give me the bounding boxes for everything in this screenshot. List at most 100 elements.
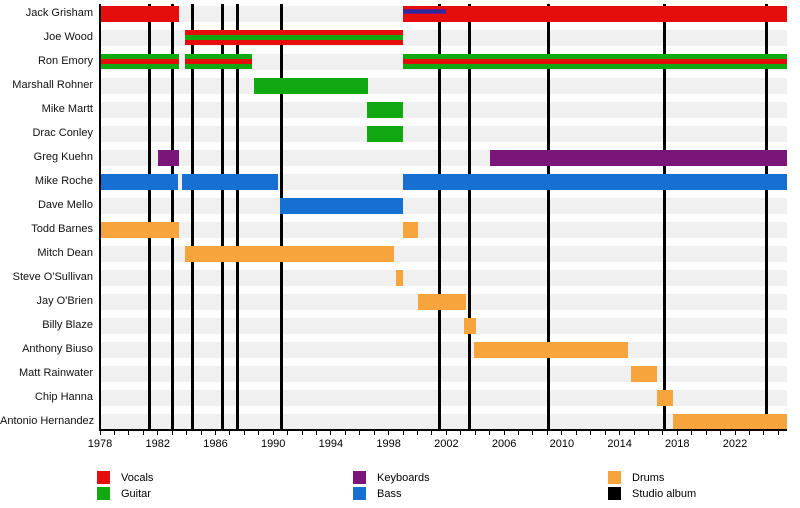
x-axis-tick — [431, 430, 433, 435]
role-stripe-vocals — [403, 58, 787, 65]
legend-item-album: Studio album — [608, 487, 696, 500]
role-stripe-drums — [631, 365, 658, 382]
x-axis-tick — [460, 430, 462, 435]
tenure-bar — [181, 173, 278, 190]
x-axis-tick — [344, 430, 346, 435]
tenure-bar — [100, 5, 180, 22]
role-stripe-drums — [403, 221, 418, 238]
x-axis-tick — [330, 430, 332, 435]
legend-item-guitar: Guitar — [97, 487, 151, 500]
studio-album-line — [765, 4, 769, 431]
tenure-bar — [367, 101, 404, 118]
tenure-bar — [100, 221, 180, 238]
row-track — [100, 197, 787, 214]
tenure-bar — [280, 197, 404, 214]
x-axis-tick — [388, 430, 390, 435]
x-axis-tick — [186, 430, 188, 435]
x-axis-tick — [590, 430, 592, 435]
member-label: Mike Martt — [41, 102, 93, 115]
legend-item-vocals: Vocals — [97, 471, 153, 484]
legend-label: Vocals — [121, 471, 154, 484]
x-axis-label: 2018 — [665, 438, 690, 450]
role-stripe-drums — [463, 317, 476, 334]
role-stripe-bass — [280, 197, 404, 214]
role-stripe-drums — [473, 341, 629, 358]
x-axis-label: 2002 — [434, 438, 459, 450]
role-stripe-guitar — [367, 125, 404, 142]
x-axis-tick — [128, 430, 130, 435]
x-axis-tick — [200, 430, 202, 435]
legend-swatch-bass-icon — [353, 487, 366, 500]
row-track — [100, 101, 787, 118]
side-project-stripe — [403, 8, 447, 14]
role-stripe-guitar — [100, 53, 180, 59]
row-track — [100, 341, 787, 358]
role-stripe-drums — [395, 269, 404, 286]
role-stripe-guitar — [185, 53, 252, 59]
row-track — [100, 77, 787, 94]
row-track — [100, 269, 787, 286]
legend-label: Bass — [377, 487, 402, 500]
member-label: Todd Barnes — [31, 222, 93, 235]
row-track — [100, 413, 787, 430]
x-axis-label: 1994 — [318, 438, 344, 450]
legend-swatch-keyboards-icon — [353, 471, 366, 484]
row-track — [100, 317, 787, 334]
x-axis-tick — [142, 430, 144, 435]
role-stripe-vocals — [403, 5, 787, 22]
role-stripe-guitar — [403, 53, 787, 59]
role-stripe-guitar — [185, 64, 252, 70]
role-stripe-bass — [100, 173, 178, 190]
tenure-bar — [254, 77, 369, 94]
member-label: Ron Emory — [37, 54, 93, 67]
role-stripe-vocals — [185, 29, 404, 35]
x-axis-tick — [676, 430, 678, 435]
x-axis-tick — [575, 430, 577, 435]
x-axis-tick — [532, 430, 534, 435]
tenure-bar — [185, 245, 395, 262]
role-stripe-drums — [657, 389, 673, 406]
role-stripe-vocals — [100, 5, 180, 22]
member-label: Dave Mello — [37, 198, 93, 211]
role-stripe-guitar — [100, 64, 180, 70]
role-stripe-vocals — [185, 58, 252, 65]
role-stripe-bass — [403, 173, 787, 190]
tenure-bar — [403, 221, 418, 238]
tenure-bar — [367, 125, 404, 142]
row-track — [100, 365, 787, 382]
role-stripe-drums — [672, 413, 787, 430]
tenure-bar — [403, 53, 787, 70]
member-label: Greg Kuehn — [33, 150, 93, 163]
tenure-bar — [417, 293, 466, 310]
legend-label: Guitar — [121, 487, 151, 500]
row-track — [100, 221, 787, 238]
role-stripe-vocals — [185, 40, 404, 46]
x-axis-tick — [113, 430, 115, 435]
x-axis-tick — [315, 430, 317, 435]
role-stripe-keyboards — [157, 149, 180, 166]
tenure-bar — [403, 5, 787, 22]
x-axis-tick — [157, 430, 159, 435]
x-axis-tick — [258, 430, 260, 435]
studio-album-line — [467, 4, 471, 431]
x-axis-tick — [287, 430, 289, 435]
x-axis-tick — [373, 430, 375, 435]
x-axis-tick — [301, 430, 303, 435]
member-label: Anthony Biuso — [22, 342, 93, 355]
member-label: Mitch Dean — [37, 246, 93, 259]
x-axis-tick — [503, 430, 505, 435]
tenure-bar — [672, 413, 787, 430]
tenure-bar — [403, 173, 787, 190]
x-axis-tick — [229, 430, 231, 435]
tenure-bar — [100, 173, 178, 190]
x-axis-tick — [691, 430, 693, 435]
role-stripe-guitar — [254, 77, 369, 94]
tenure-bar — [463, 317, 476, 334]
x-axis-tick — [474, 430, 476, 435]
x-axis-tick — [561, 430, 563, 435]
tenure-bar — [185, 29, 404, 46]
tenure-bar — [395, 269, 404, 286]
studio-album-line — [170, 4, 174, 431]
x-axis-tick — [748, 430, 750, 435]
